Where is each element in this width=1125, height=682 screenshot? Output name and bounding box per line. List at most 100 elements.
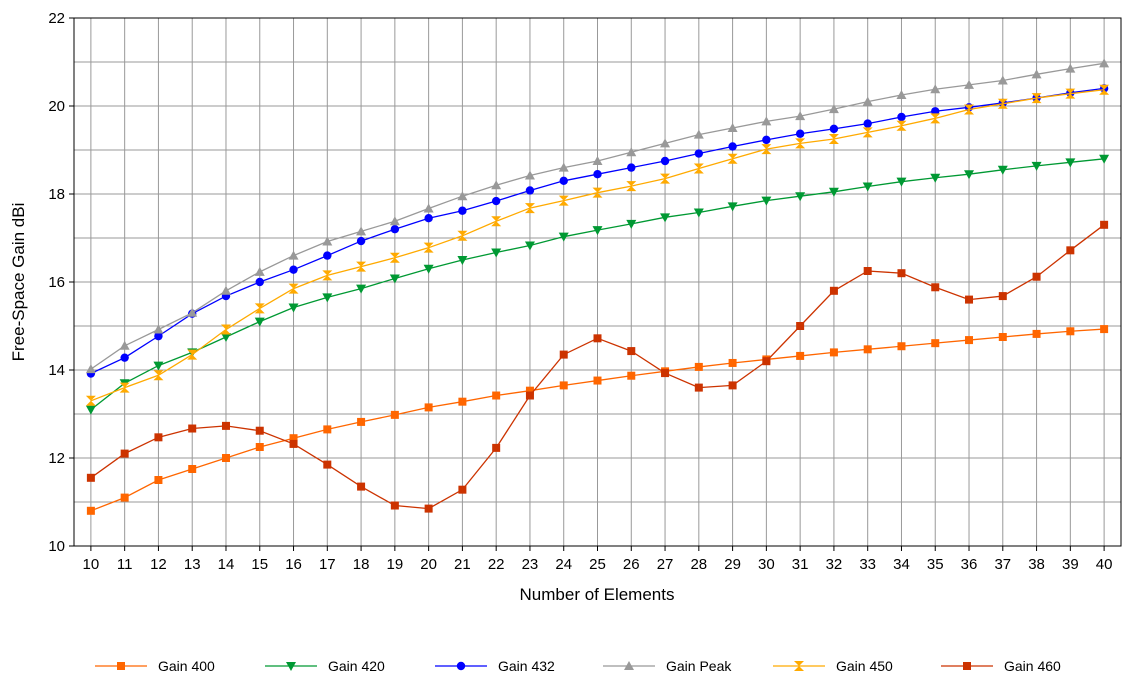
- data-point: [357, 418, 365, 426]
- data-point: [357, 237, 365, 245]
- legend-label: Gain 432: [498, 658, 555, 674]
- data-point: [661, 157, 669, 165]
- data-point: [999, 333, 1007, 341]
- data-point: [627, 163, 635, 171]
- data-point: [661, 369, 669, 377]
- x-tick-label: 11: [117, 556, 133, 573]
- x-tick-label: 37: [994, 556, 1011, 573]
- data-point: [897, 269, 905, 277]
- data-point: [594, 334, 602, 342]
- legend: Gain 400 Gain 420 Gain 432 Gain Peak Gain 45…: [95, 658, 1061, 674]
- x-tick-label: 17: [319, 556, 336, 573]
- data-point: [965, 336, 973, 344]
- x-tick-label: 12: [150, 556, 167, 573]
- x-tick-label: 39: [1062, 556, 1079, 573]
- y-tick-label: 16: [48, 274, 65, 291]
- data-point: [458, 207, 466, 215]
- x-tick-label: 30: [758, 556, 775, 573]
- legend-label: Gain Peak: [666, 658, 732, 674]
- data-point: [425, 505, 433, 513]
- x-tick-label: 25: [589, 556, 606, 573]
- legend-item: Gain Peak: [603, 658, 732, 674]
- data-point: [492, 197, 500, 205]
- data-point: [121, 450, 129, 458]
- x-tick-label: 26: [623, 556, 640, 573]
- legend-marker: [457, 662, 465, 670]
- data-point: [222, 454, 230, 462]
- x-tick-label: 24: [555, 556, 572, 573]
- data-point: [931, 339, 939, 347]
- data-point: [729, 359, 737, 367]
- legend-label: Gain 460: [1004, 658, 1061, 674]
- data-point: [594, 377, 602, 385]
- data-point: [391, 502, 399, 510]
- x-tick-label: 36: [961, 556, 978, 573]
- data-point: [323, 425, 331, 433]
- data-point: [796, 322, 804, 330]
- data-point: [1033, 273, 1041, 281]
- x-tick-label: 23: [522, 556, 539, 573]
- legend-marker: [963, 662, 971, 670]
- data-point: [897, 342, 905, 350]
- data-point: [1066, 246, 1074, 254]
- data-point: [1100, 221, 1108, 229]
- data-point: [424, 214, 432, 222]
- y-axis-label: Free-Space Gain dBi: [9, 203, 28, 362]
- data-point: [256, 443, 264, 451]
- data-point: [1033, 330, 1041, 338]
- data-point: [965, 296, 973, 304]
- x-tick-label: 38: [1028, 556, 1045, 573]
- y-tick-label: 20: [48, 98, 65, 115]
- x-tick-label: 27: [657, 556, 674, 573]
- data-point: [560, 351, 568, 359]
- data-point: [1066, 327, 1074, 335]
- legend-label: Gain 420: [328, 658, 385, 674]
- x-tick-label: 33: [859, 556, 876, 573]
- x-tick-label: 29: [724, 556, 741, 573]
- x-tick-label: 28: [690, 556, 707, 573]
- x-tick-label: 35: [927, 556, 944, 573]
- legend-marker: [117, 662, 125, 670]
- data-point: [593, 170, 601, 178]
- data-point: [188, 425, 196, 433]
- data-point: [492, 444, 500, 452]
- data-point: [120, 353, 128, 361]
- data-point: [897, 113, 905, 121]
- data-point: [864, 345, 872, 353]
- data-point: [1100, 325, 1108, 333]
- y-tick-label: 12: [48, 450, 65, 467]
- data-point: [728, 142, 736, 150]
- legend-item: Gain 400: [95, 658, 215, 674]
- data-point: [830, 348, 838, 356]
- y-tick-label: 14: [48, 362, 65, 379]
- x-tick-label: 16: [285, 556, 302, 573]
- data-point: [256, 278, 264, 286]
- data-point: [425, 403, 433, 411]
- legend-label: Gain 450: [836, 658, 893, 674]
- data-point: [188, 465, 196, 473]
- x-tick-label: 20: [420, 556, 437, 573]
- data-point: [87, 507, 95, 515]
- data-point: [87, 474, 95, 482]
- data-point: [458, 398, 466, 406]
- data-point: [121, 494, 129, 502]
- x-axis-label: Number of Elements: [520, 585, 675, 604]
- data-point: [695, 363, 703, 371]
- data-point: [560, 177, 568, 185]
- x-tick-label: 18: [353, 556, 370, 573]
- data-point: [999, 292, 1007, 300]
- data-point: [222, 422, 230, 430]
- data-point: [391, 411, 399, 419]
- x-tick-label: 13: [184, 556, 201, 573]
- data-point: [762, 357, 770, 365]
- legend-item: Gain 432: [435, 658, 555, 674]
- data-point: [391, 225, 399, 233]
- x-tick-label: 19: [387, 556, 404, 573]
- legend-item: Gain 450: [773, 658, 893, 674]
- data-point: [830, 287, 838, 295]
- x-tick-label: 31: [792, 556, 809, 573]
- x-tick-label: 15: [251, 556, 268, 573]
- data-point: [357, 483, 365, 491]
- data-point: [627, 372, 635, 380]
